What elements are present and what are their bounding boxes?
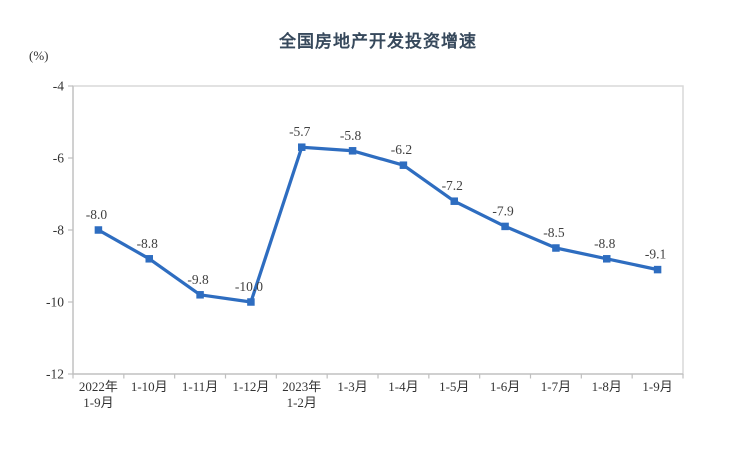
data-point-marker [450,197,458,205]
x-tick-label: 1-9月 [83,395,113,410]
plot-area-border [72,85,684,375]
x-tick-label: 1-7月 [541,379,571,394]
data-point-label: -5.8 [340,128,362,143]
data-point-label: -9.8 [187,272,209,287]
x-tick-label: 1-9月 [642,379,672,394]
x-tick-label: 1-10月 [131,379,168,394]
y-axis-unit-label: (%) [29,48,49,63]
data-point-marker [298,143,306,151]
data-point-marker [94,226,103,234]
data-point-label: -8.0 [86,207,108,222]
data-point-marker [196,291,204,299]
y-tick-label: -4 [53,79,64,94]
x-tick-label: 2022年 [79,379,118,394]
x-tick-label: 1-2月 [287,395,317,410]
y-tick-label: -10 [46,295,64,310]
x-tick-label: 1-12月 [232,379,269,394]
data-point-label: -10.0 [235,279,263,294]
data-point-marker [653,265,662,274]
x-tick-label: 1-6月 [490,379,520,394]
data-point-label: -8.8 [594,236,616,251]
x-tick-label: 1-5月 [439,379,469,394]
data-point-marker [348,147,357,155]
y-tick-label: -12 [46,367,64,382]
data-point-marker [399,161,408,169]
data-point-label: -6.2 [391,142,412,157]
data-point-label: -8.5 [543,225,565,240]
x-tick-label: 1-3月 [337,379,367,394]
data-point-marker [145,255,153,263]
data-point-label: -8.8 [137,236,159,251]
chart-title: 全国房地产开发投资增速 [279,32,477,51]
trend-line [96,145,660,304]
y-tick-label: -6 [53,151,64,166]
data-point-label: -7.2 [442,178,463,193]
data-point-marker [552,244,560,252]
data-point-marker [247,298,255,306]
x-tick-label: 1-8月 [592,379,622,394]
data-point-marker [501,222,509,231]
data-point-marker [603,255,611,263]
x-tick-label: 1-4月 [388,379,418,394]
data-point-label: -5.7 [289,124,311,139]
x-tick-label: 2023年 [282,379,321,394]
data-point-label: -7.9 [492,203,514,218]
y-tick-label: -8 [53,223,64,238]
x-tick-label: 1-11月 [182,379,218,394]
data-point-label: -9.1 [645,247,666,262]
